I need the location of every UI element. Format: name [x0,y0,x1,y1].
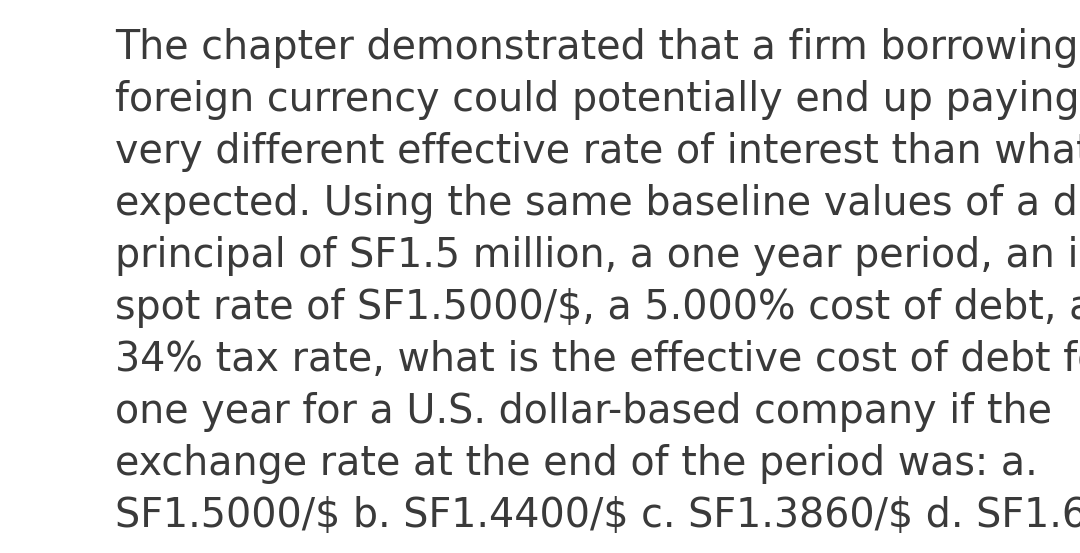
Text: exchange rate at the end of the period was: a.: exchange rate at the end of the period w… [114,444,1038,484]
Text: foreign currency could potentially end up paying a: foreign currency could potentially end u… [114,80,1080,120]
Text: SF1.5000/\$ b. SF1.4400/\$ c. SF1.3860/\$ d. SF1.6240/\$: SF1.5000/\$ b. SF1.4400/\$ c. SF1.3860/\… [114,496,1080,536]
Text: one year for a U.S. dollar-based company if the: one year for a U.S. dollar-based company… [114,392,1052,432]
Text: very different effective rate of interest than what it: very different effective rate of interes… [114,132,1080,172]
Text: The chapter demonstrated that a firm borrowing in a: The chapter demonstrated that a firm bor… [114,28,1080,68]
Text: 34% tax rate, what is the effective cost of debt for: 34% tax rate, what is the effective cost… [114,340,1080,380]
Text: spot rate of SF1.5000/\$, a 5.000% cost of debt, and a: spot rate of SF1.5000/\$, a 5.000% cost … [114,288,1080,328]
Text: principal of SF1.5 million, a one year period, an initial: principal of SF1.5 million, a one year p… [114,236,1080,276]
Text: expected. Using the same baseline values of a debt: expected. Using the same baseline values… [114,184,1080,224]
